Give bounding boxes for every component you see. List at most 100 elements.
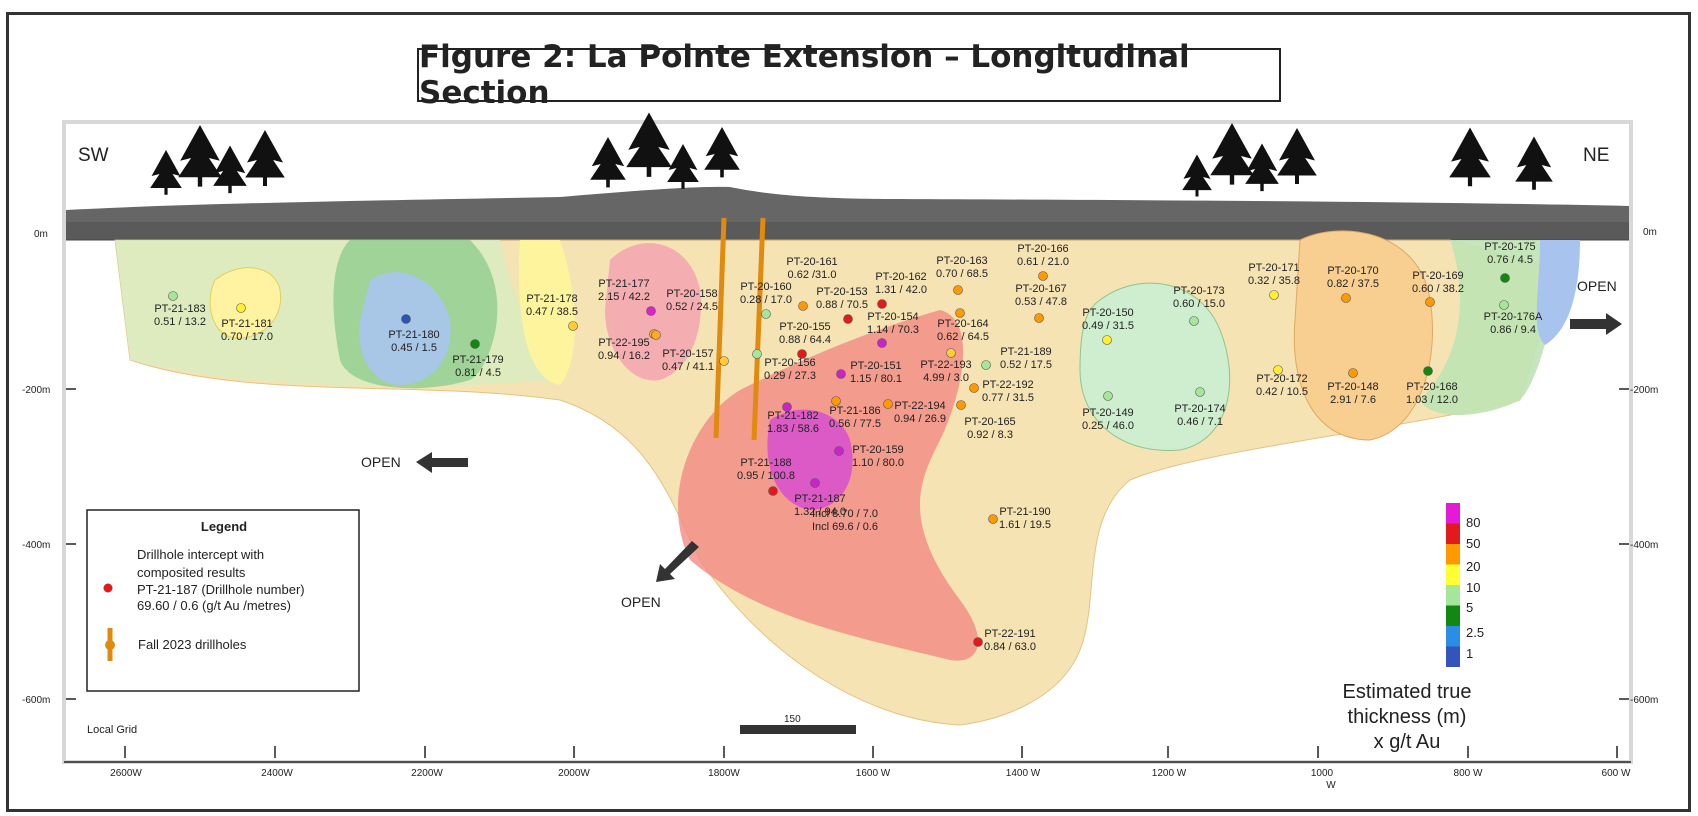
- drillhole-intercept: PT-20-1600.28 / 17.0: [740, 281, 792, 319]
- fall-2023-drillhole: [713, 217, 727, 439]
- intercept-dot-icon: [973, 637, 983, 647]
- intercept-dot-icon: [843, 314, 853, 324]
- drillhole-value: 1.10 / 80.0: [852, 457, 904, 469]
- intercept-dot-icon: [877, 338, 887, 348]
- drillhole-id: PT-22-195: [598, 337, 649, 349]
- intercept-dot-icon: [1034, 313, 1044, 323]
- open-label-east: OPEN: [1577, 278, 1617, 294]
- drillhole-id: PT-20-160: [740, 281, 791, 293]
- color-scale-label: 2.5: [1466, 625, 1484, 640]
- drillhole-value: 0.46 / 7.1: [1177, 416, 1223, 428]
- tree-icon: [1182, 154, 1212, 197]
- x-tick-label: 1800W: [708, 768, 740, 779]
- intercept-dot-icon: [401, 314, 411, 324]
- intercept-dot-icon: [953, 285, 963, 295]
- drillhole-value: 2.15 / 42.2: [598, 291, 650, 303]
- drillhole-value: Incl 69.6 / 0.6: [812, 521, 878, 533]
- drillhole-id: PT-22-194: [894, 400, 945, 412]
- drillhole-value: 1.32 / 94.0: [794, 506, 846, 518]
- yellow-pod-west: [209, 267, 282, 339]
- drillhole-id: PT-21-190: [999, 506, 1050, 518]
- x-tick-label: 2400W: [261, 768, 293, 779]
- intercept-dot-icon: [470, 339, 480, 349]
- drillhole-id: PT-22-191: [984, 628, 1035, 640]
- intercept-dot-icon: [752, 349, 762, 359]
- intercept-dot-icon: [831, 396, 841, 406]
- drillhole-id: PT-20-157: [662, 348, 713, 360]
- x-tick-label: 800 W: [1454, 768, 1483, 779]
- open-label-south: OPEN: [621, 594, 661, 610]
- elev-label-600-right: -600m: [1630, 695, 1658, 706]
- drillhole-value: 0.47 / 38.5: [526, 306, 578, 318]
- drillhole-value: 0.70 / 68.5: [936, 268, 988, 280]
- intercept-dot-icon: [1038, 271, 1048, 281]
- scale-bar: [740, 725, 856, 734]
- color-scale-swatch: [1446, 544, 1460, 565]
- drillhole-id: PT-20-175: [1484, 241, 1535, 253]
- intercept-dot-icon: [1348, 368, 1358, 378]
- east-green-zone: [1420, 240, 1560, 415]
- color-scale-swatch: [1446, 626, 1460, 647]
- legend-intercept-line4: 69.60 / 0.6 (g/t Au /metres): [137, 598, 291, 613]
- intercept-dot-icon: [168, 291, 178, 301]
- arrow-east-icon: [1570, 313, 1622, 335]
- drillhole-value: 0.42 / 10.5: [1256, 386, 1308, 398]
- intercept-dot-icon: [646, 306, 656, 316]
- drillhole-value: 4.99 / 3.0: [923, 372, 969, 384]
- drillhole-id: PT-20-159: [852, 444, 903, 456]
- x-tick-label: 2600W: [110, 768, 142, 779]
- drillhole-id: PT-20-169: [1412, 270, 1463, 282]
- tree-icon: [213, 145, 247, 194]
- tree-icon: [1449, 127, 1491, 187]
- figure-title-box: Figure 2: La Pointe Extension – Longitud…: [417, 39, 1281, 111]
- yellow-band-west: [519, 240, 575, 385]
- tree-icons: [150, 112, 1553, 197]
- intercept-dot-icon: [1189, 316, 1199, 326]
- drillhole-id: PT-20-173: [1173, 285, 1224, 297]
- elev-label-400-right: -400m: [1630, 540, 1658, 551]
- scale-bar-label: 150: [784, 714, 801, 725]
- legend-intercept-line2: composited results: [137, 565, 246, 580]
- drillhole-value: 0.29 / 27.3: [764, 370, 816, 382]
- drillhole-value: 0.60 / 15.0: [1173, 298, 1225, 310]
- sw-label: SW: [78, 145, 109, 166]
- intercept-dot-icon: [1273, 365, 1283, 375]
- color-scale-label: 80: [1466, 515, 1480, 530]
- drillhole-value: 0.95 / 100.8: [737, 470, 795, 482]
- drillhole-value: 1.83 / 58.6: [767, 423, 819, 435]
- elev-ticks: [66, 388, 1629, 700]
- x-tick-label: 1600 W: [856, 768, 891, 779]
- drillhole-id: PT-20-167: [1015, 283, 1066, 295]
- drillhole-id: PT-21-177: [598, 278, 649, 290]
- drillhole-value: 0.94 / 26.9: [894, 413, 946, 425]
- x-tick-label: 2200W: [411, 768, 443, 779]
- drillhole-id: PT-20-168: [1406, 381, 1457, 393]
- drillhole-value: 0.70 / 17.0: [221, 331, 273, 343]
- color-scale-label: 5: [1466, 600, 1473, 615]
- elev-label-0-right: 0m: [1643, 227, 1657, 238]
- intercept-dot-icon: [1195, 387, 1205, 397]
- color-scale-label: 20: [1466, 559, 1480, 574]
- drillhole-value: 0.82 / 37.5: [1327, 278, 1379, 290]
- tree-icon: [245, 130, 285, 186]
- drillhole-value: 0.76 / 4.5: [1487, 254, 1533, 266]
- color-scale-caption3: x g/t Au: [1374, 731, 1441, 753]
